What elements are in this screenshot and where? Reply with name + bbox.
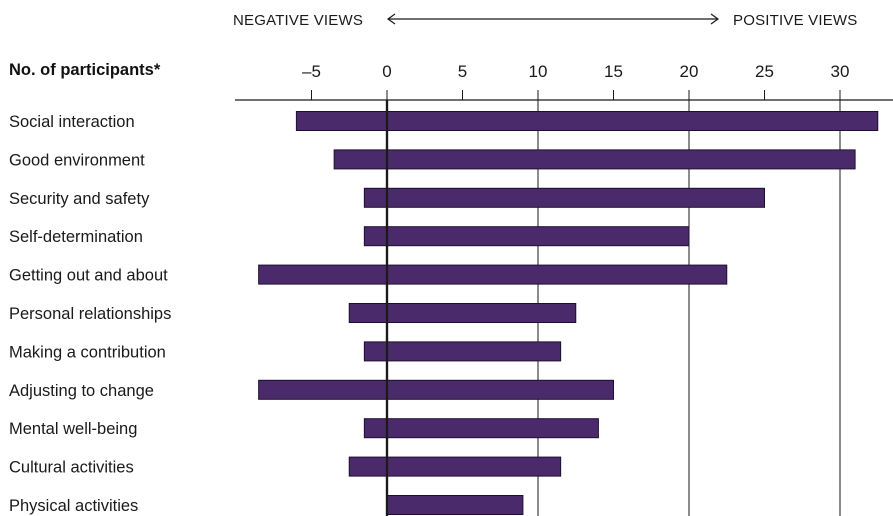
category-label: Personal relationships [9,305,171,323]
category-label: Security and safety [9,190,150,208]
x-tick-label: 30 [831,62,850,81]
bar [348,456,562,477]
bar [258,379,614,400]
arrow-left-head [386,13,396,25]
x-tick-labels: –5 0 5 10 15 20 25 30 [302,62,849,81]
category-label: Social interaction [9,113,135,131]
category-label: Adjusting to change [9,382,154,400]
y-axis-label: No. of participants* [9,61,161,79]
positive-views-label: POSITIVE VIEWS [733,12,858,29]
bar [363,341,562,362]
direction-arrow-icon [386,13,720,25]
bar [333,149,856,170]
x-tick-label: 15 [604,62,623,81]
bar [386,495,524,515]
bar [363,418,599,439]
category-label: Cultural activities [9,459,134,477]
category-label: Physical activities [9,497,138,515]
x-tick-label: 20 [680,62,699,81]
bar [363,187,765,208]
bar [363,226,690,247]
x-axis [235,90,893,101]
category-label: Getting out and about [9,267,168,285]
x-tick-label: –5 [302,62,321,81]
category-label: Good environment [9,151,145,169]
category-labels: Social interaction Good environment Securi… [9,113,171,515]
arrow-right-head [710,13,720,25]
bar [258,264,728,285]
chart-header: NEGATIVE VIEWS POSITIVE VIEWS [233,12,858,29]
bars [258,100,879,516]
category-label: Mental well-being [9,420,137,438]
category-label: Self-determination [9,228,143,246]
x-tick-label: 5 [458,62,467,81]
bar [295,111,879,131]
x-tick-label: 10 [529,62,548,81]
bar [348,303,577,323]
x-tick-label: 0 [382,62,391,81]
x-tick-label: 25 [755,62,774,81]
negative-views-label: NEGATIVE VIEWS [233,12,363,29]
category-label: Making a contribution [9,343,166,361]
